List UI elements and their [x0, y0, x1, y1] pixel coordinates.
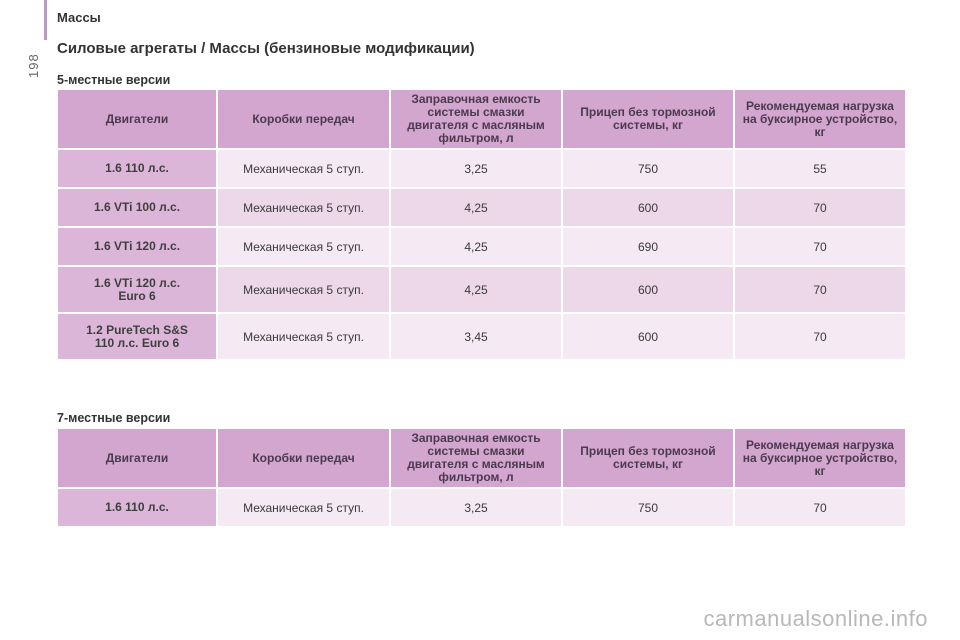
table-row: 1.6 VTi 120 л.с. Механическая 5 ступ. 4,… [58, 228, 905, 265]
table-7-seat: Двигатели Коробки передач Заправочная ем… [56, 427, 907, 528]
header-trailer-unbraked: Прицеп без тормозной системы, кг [563, 90, 733, 148]
table-row: 1.6 110 л.с. Механическая 5 ступ. 3,25 7… [58, 489, 905, 526]
trailer-cell: 600 [563, 314, 733, 359]
engine-line-2: 110 л.с. Euro 6 [94, 335, 180, 350]
engine-cell: 1.6 110 л.с. [58, 150, 216, 187]
table-5-seat: Двигатели Коробки передач Заправочная ем… [56, 88, 907, 361]
trailer-cell: 600 [563, 189, 733, 226]
oil-cell: 4,25 [391, 189, 561, 226]
table-row: 1.6 VTi 120 л.с. Euro 6 Механическая 5 с… [58, 267, 905, 312]
page-title: Силовые агрегаты / Массы (бензиновые мод… [57, 40, 475, 57]
towbar-cell: 55 [735, 150, 905, 187]
gearbox-cell: Механическая 5 ступ. [218, 314, 389, 359]
header-row: Двигатели Коробки передач Заправочная ем… [58, 90, 905, 148]
header-engine: Двигатели [58, 429, 216, 487]
trailer-cell: 750 [563, 150, 733, 187]
engine-cell: 1.6 VTi 120 л.с. Euro 6 [58, 267, 216, 312]
table7-subtitle: 7-местные версии [57, 411, 171, 425]
gearbox-cell: Механическая 5 ступ. [218, 267, 389, 312]
engine-line-2: Euro 6 [118, 288, 156, 303]
engine-cell: 1.6 VTi 120 л.с. [58, 228, 216, 265]
header-row: Двигатели Коробки передач Заправочная ем… [58, 429, 905, 487]
page-number: 198 [26, 53, 41, 78]
table-row: 1.2 PureTech S&S 110 л.с. Euro 6 Механич… [58, 314, 905, 359]
towbar-cell: 70 [735, 314, 905, 359]
table-row: 1.6 110 л.с. Механическая 5 ступ. 3,25 7… [58, 150, 905, 187]
section-header: Массы [57, 10, 101, 25]
oil-cell: 3,25 [391, 150, 561, 187]
table5-subtitle: 5-местные версии [57, 73, 171, 87]
table-row: 1.6 VTi 100 л.с. Механическая 5 ступ. 4,… [58, 189, 905, 226]
gearbox-cell: Механическая 5 ступ. [218, 150, 389, 187]
oil-cell: 4,25 [391, 228, 561, 265]
header-towbar-load: Рекомендуемая нагрузка на буксирное устр… [735, 429, 905, 487]
header-oil-capacity: Заправочная емкость системы смазки двига… [391, 90, 561, 148]
towbar-cell: 70 [735, 267, 905, 312]
oil-cell: 3,45 [391, 314, 561, 359]
trailer-cell: 600 [563, 267, 733, 312]
header-gearbox: Коробки передач [218, 429, 389, 487]
engine-line-1: 1.2 PureTech S&S [86, 322, 188, 337]
header-towbar-load: Рекомендуемая нагрузка на буксирное устр… [735, 90, 905, 148]
gearbox-cell: Механическая 5 ступ. [218, 228, 389, 265]
trailer-cell: 690 [563, 228, 733, 265]
towbar-cell: 70 [735, 489, 905, 526]
accent-rule [44, 0, 47, 40]
header-trailer-unbraked: Прицеп без тормозной системы, кг [563, 429, 733, 487]
trailer-cell: 750 [563, 489, 733, 526]
gearbox-cell: Механическая 5 ступ. [218, 489, 389, 526]
engine-cell: 1.2 PureTech S&S 110 л.с. Euro 6 [58, 314, 216, 359]
engine-line-1: 1.6 VTi 120 л.с. [93, 275, 181, 290]
watermark: carmanualsonline.info [703, 606, 928, 631]
engine-cell: 1.6 VTi 100 л.с. [58, 189, 216, 226]
header-engine: Двигатели [58, 90, 216, 148]
gearbox-cell: Механическая 5 ступ. [218, 189, 389, 226]
engine-cell: 1.6 110 л.с. [58, 489, 216, 526]
header-gearbox: Коробки передач [218, 90, 389, 148]
oil-cell: 3,25 [391, 489, 561, 526]
oil-cell: 4,25 [391, 267, 561, 312]
header-oil-capacity: Заправочная емкость системы смазки двига… [391, 429, 561, 487]
towbar-cell: 70 [735, 189, 905, 226]
towbar-cell: 70 [735, 228, 905, 265]
